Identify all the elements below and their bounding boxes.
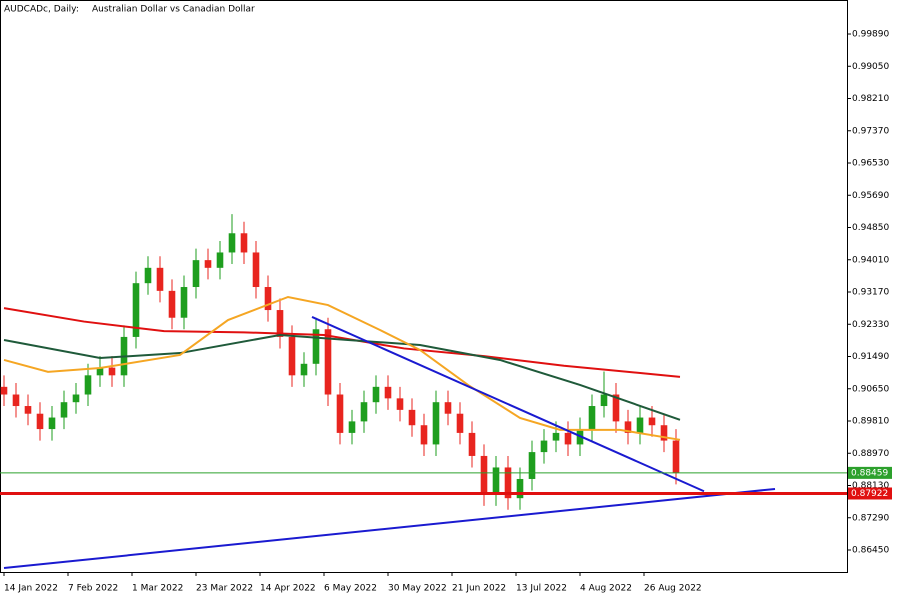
y-tick-label: 0.96530 <box>852 159 889 169</box>
y-tick-label: 0.90650 <box>852 384 889 394</box>
candle-body <box>240 233 248 253</box>
candle-body <box>228 233 236 253</box>
candle-body <box>0 386 8 395</box>
x-tick-label: 7 Feb 2022 <box>68 584 118 594</box>
y-tick-label: 0.97370 <box>852 126 889 136</box>
y-tick-label: 0.98210 <box>852 94 889 104</box>
candle-body <box>216 252 224 268</box>
candle-body <box>432 402 440 445</box>
chart-title: AUDCADc, Daily: <box>4 5 79 15</box>
candle-body <box>660 425 668 441</box>
y-tick-label: 0.91490 <box>852 352 889 362</box>
y-tick-label: 0.94010 <box>852 255 889 265</box>
candle-body <box>336 394 344 433</box>
candle-body <box>564 432 572 445</box>
y-tick-label: 0.88130 <box>852 481 889 491</box>
y-tick-label: 0.86450 <box>852 546 889 556</box>
candle-body <box>24 406 32 414</box>
candle-body <box>384 386 392 399</box>
candle-body <box>324 329 332 395</box>
candle-body <box>540 440 548 453</box>
candle-body <box>648 417 656 426</box>
price-label: 0.87922 <box>851 489 888 499</box>
candle-body <box>36 413 44 430</box>
candle-body <box>396 398 404 410</box>
candle-body <box>264 287 272 311</box>
x-tick-label: 23 Mar 2022 <box>196 584 253 594</box>
y-tick-label: 0.99890 <box>852 30 889 40</box>
plot-frame <box>0 0 848 573</box>
x-tick-label: 14 Apr 2022 <box>260 584 316 594</box>
candle-body <box>372 386 380 403</box>
chart-subtitle: Australian Dollar vs Canadian Dollar <box>92 5 255 15</box>
candle-body <box>492 467 500 495</box>
candle-body <box>672 440 680 473</box>
candle-body <box>516 478 524 499</box>
y-tick-label: 0.87290 <box>852 513 889 523</box>
y-tick-label: 0.92330 <box>852 320 889 330</box>
y-tick-label: 0.93170 <box>852 288 889 298</box>
candle-body <box>468 432 476 456</box>
price-label: 0.88459 <box>851 468 888 478</box>
y-tick-label: 0.89810 <box>852 417 889 427</box>
candle-body <box>108 367 116 376</box>
candle-body <box>552 432 560 441</box>
candle-body <box>96 367 104 376</box>
candle-body <box>624 421 632 433</box>
candle-body <box>456 413 464 433</box>
x-tick-label: 13 Jul 2022 <box>516 584 567 594</box>
y-tick-label: 0.99050 <box>852 62 889 72</box>
candle-body <box>444 402 452 414</box>
candle-body <box>288 336 296 376</box>
y-tick-label: 0.94850 <box>852 223 889 233</box>
candle-body <box>144 267 152 284</box>
candle-body <box>84 375 92 395</box>
candle-body <box>156 267 164 291</box>
candle-body <box>72 394 80 403</box>
x-tick-label: 6 May 2022 <box>324 584 377 594</box>
x-tick-label: 1 Mar 2022 <box>132 584 183 594</box>
indicator-line <box>3 334 681 421</box>
candle-body <box>408 409 416 426</box>
candle-body <box>132 283 140 337</box>
candle-body <box>480 455 488 495</box>
candle-body <box>636 417 644 433</box>
x-tick-label: 21 Jun 2022 <box>452 584 506 594</box>
candle-body <box>612 394 620 422</box>
candle-body <box>588 406 596 430</box>
indicator-line <box>3 295 681 441</box>
candle-body <box>192 260 200 288</box>
indicator-line <box>311 316 705 493</box>
x-tick-label: 14 Jan 2022 <box>4 584 58 594</box>
y-tick-label: 0.95690 <box>852 191 889 201</box>
price-label-box <box>848 487 892 500</box>
y-tick-label: 0.88970 <box>852 449 889 459</box>
candle-body <box>360 402 368 422</box>
candle-body <box>252 252 260 288</box>
x-tick-label: 4 Aug 2022 <box>580 584 632 594</box>
candle-body <box>528 452 536 479</box>
candle-body <box>348 421 356 433</box>
candle-body <box>276 310 284 337</box>
candle-body <box>48 417 56 430</box>
candle-body <box>600 394 608 407</box>
candle-body <box>312 329 320 364</box>
x-tick-label: 30 May 2022 <box>388 584 447 594</box>
candle-body <box>60 402 68 418</box>
x-tick-label: 26 Aug 2022 <box>644 584 702 594</box>
candle-body <box>204 260 212 268</box>
candle-body <box>504 467 512 499</box>
candle-body <box>168 290 176 318</box>
candle-body <box>12 394 20 407</box>
indicator-line <box>3 487 776 570</box>
candle-body <box>180 287 188 318</box>
candle-body <box>300 363 308 376</box>
price-label-box <box>848 466 892 479</box>
candle-body <box>420 425 428 445</box>
